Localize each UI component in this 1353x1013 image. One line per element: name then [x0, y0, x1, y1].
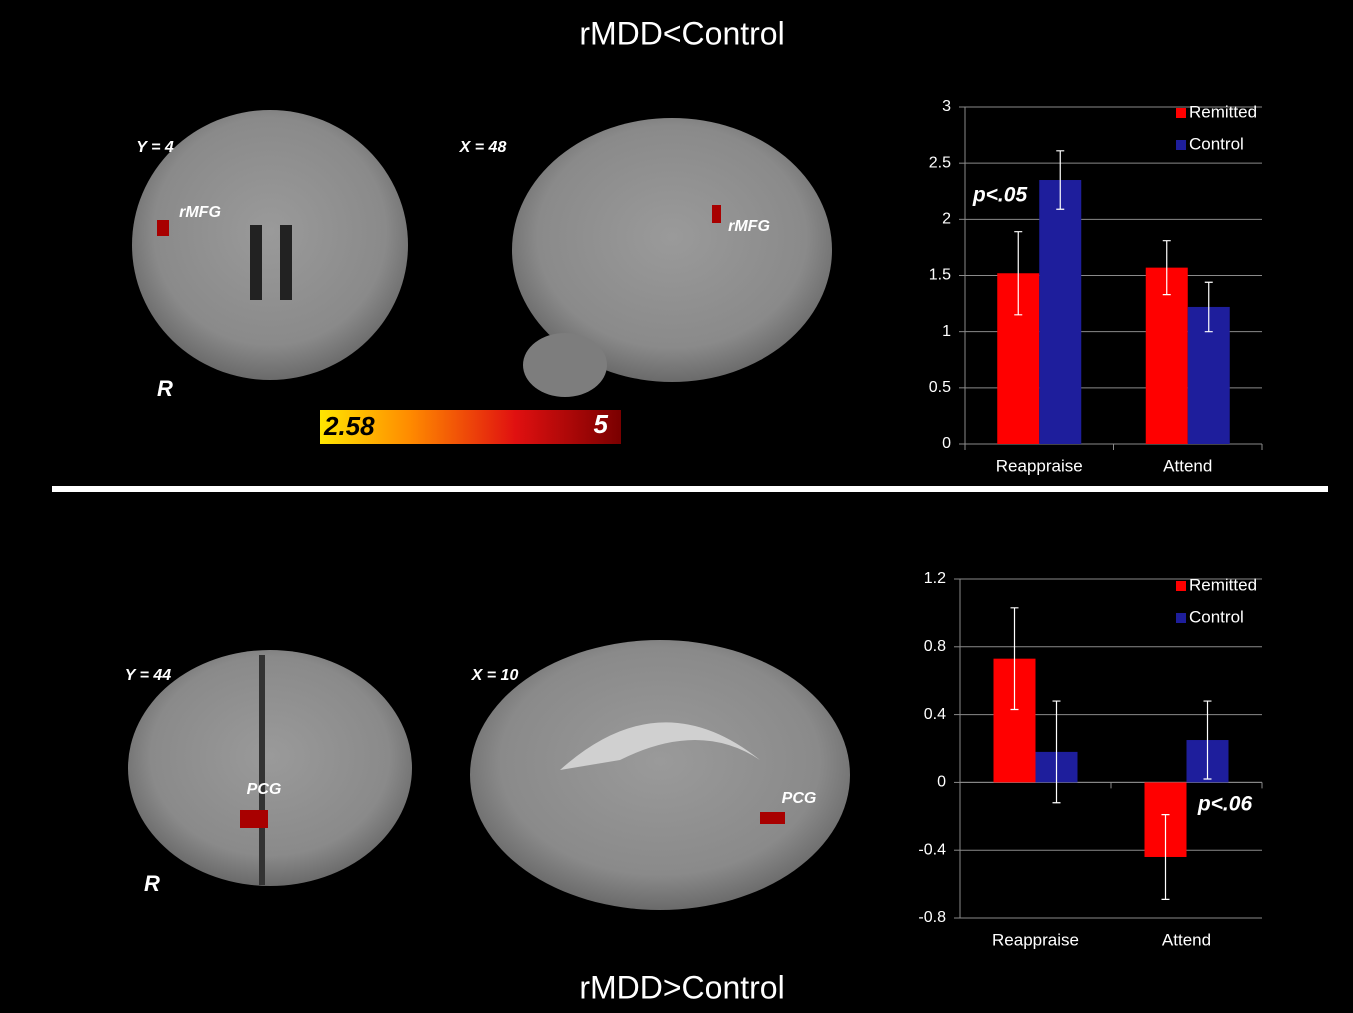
slice-coordinate: X = 10: [471, 667, 519, 684]
y-tick-label: 2.5: [929, 154, 951, 171]
figure: 2.58 5 rMDD<Control Y = 4 rMFG R X = 48 rMFG r…: [0, 0, 1353, 1013]
activation-blob: [240, 810, 268, 828]
slice-coordinate: Y = 4: [136, 139, 174, 156]
panel-title: rMDD<Control: [579, 15, 784, 51]
slice-coordinate: X = 48: [459, 139, 507, 156]
y-tick-label: 0.4: [924, 706, 946, 723]
legend-label: Control: [1189, 134, 1244, 153]
activation-blob: [157, 220, 169, 236]
panel-title: rMDD>Control: [579, 969, 784, 1005]
colorbar-max: 5: [594, 409, 609, 439]
legend-label: Control: [1189, 607, 1244, 626]
y-tick-label: 0.8: [924, 638, 946, 655]
slice-coordinate: Y = 44: [125, 667, 172, 684]
cerebellum: [523, 333, 607, 397]
legend-label: Remitted: [1189, 102, 1257, 121]
y-tick-label: 0: [937, 774, 946, 791]
y-tick-label: 1.5: [929, 267, 951, 284]
x-tick-label: Attend: [1162, 930, 1211, 949]
region-label: rMFG: [179, 204, 221, 221]
legend-swatch: [1176, 613, 1186, 623]
region-label: rMFG: [728, 218, 770, 235]
annotation: p<.06: [1197, 793, 1253, 816]
activation-blob: [760, 812, 785, 824]
annotation: p<.05: [972, 184, 1028, 207]
region-label: PCG: [782, 790, 817, 807]
sagittal-brain: [470, 640, 850, 910]
legend-label: Remitted: [1189, 575, 1257, 594]
y-tick-label: 2: [942, 211, 951, 228]
hemisphere-label: R: [144, 871, 160, 896]
y-tick-label: 3: [942, 98, 951, 115]
x-tick-label: Reappraise: [996, 456, 1083, 475]
colorbar-min: 2.58: [323, 411, 375, 441]
y-tick-label: -0.4: [918, 841, 946, 858]
legend-swatch: [1176, 140, 1186, 150]
y-tick-label: 0: [942, 435, 951, 452]
y-tick-label: 0.5: [929, 379, 951, 396]
y-tick-label: -0.8: [918, 909, 946, 926]
legend-swatch: [1176, 581, 1186, 591]
y-tick-label: 1.2: [924, 570, 946, 587]
y-tick-label: 1: [942, 323, 951, 340]
region-label: PCG: [247, 781, 282, 798]
x-tick-label: Reappraise: [992, 930, 1079, 949]
legend-swatch: [1176, 108, 1186, 118]
activation-blob: [712, 205, 721, 223]
hemisphere-label: R: [157, 376, 173, 401]
x-tick-label: Attend: [1163, 456, 1212, 475]
bar: [1039, 180, 1081, 444]
coronal-brain: [128, 650, 412, 886]
